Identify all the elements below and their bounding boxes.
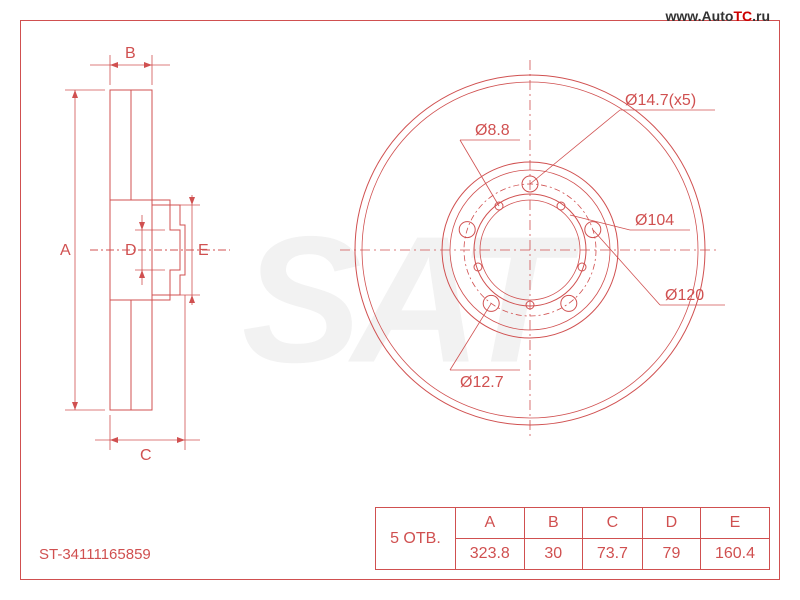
- col-a: A: [455, 508, 524, 539]
- val-d: 79: [642, 539, 700, 570]
- val-a: 323.8: [455, 539, 524, 570]
- url-suffix: .ru: [752, 8, 770, 24]
- dim-a-label: A: [60, 242, 71, 259]
- side-view: B A D E: [30, 30, 250, 510]
- front-view: Ø14.7(x5) Ø8.8 Ø104 Ø120 Ø12.7: [290, 30, 770, 470]
- dim-b-label: B: [125, 45, 136, 62]
- dim-e-label: E: [198, 242, 209, 259]
- part-number: ST-34111165859: [35, 544, 155, 565]
- callout-bolt-holes: Ø14.7(x5): [625, 92, 696, 109]
- dim-d-label: D: [125, 242, 137, 259]
- dimension-table: 5 ОТВ. A B C D E 323.8 30 73.7 79 160.4: [375, 507, 770, 570]
- val-c: 73.7: [582, 539, 642, 570]
- val-b: 30: [524, 539, 582, 570]
- url-tc: TC: [733, 8, 752, 24]
- col-e: E: [700, 508, 769, 539]
- hole-count-cell: 5 ОТВ.: [376, 508, 456, 570]
- val-e: 160.4: [700, 539, 769, 570]
- url-prefix: www.Auto: [666, 8, 734, 24]
- callout-bolt-circle: Ø120: [665, 287, 704, 304]
- callout-countersink: Ø12.7: [460, 374, 504, 391]
- callout-hub-bore: Ø104: [635, 212, 674, 229]
- col-b: B: [524, 508, 582, 539]
- col-d: D: [642, 508, 700, 539]
- dim-c-label: C: [140, 447, 152, 464]
- callout-small-ring: Ø8.8: [475, 122, 510, 139]
- col-c: C: [582, 508, 642, 539]
- drawing-content: www.AutoTC.ru B: [0, 0, 800, 600]
- watermark-url: www.AutoTC.ru: [666, 8, 770, 24]
